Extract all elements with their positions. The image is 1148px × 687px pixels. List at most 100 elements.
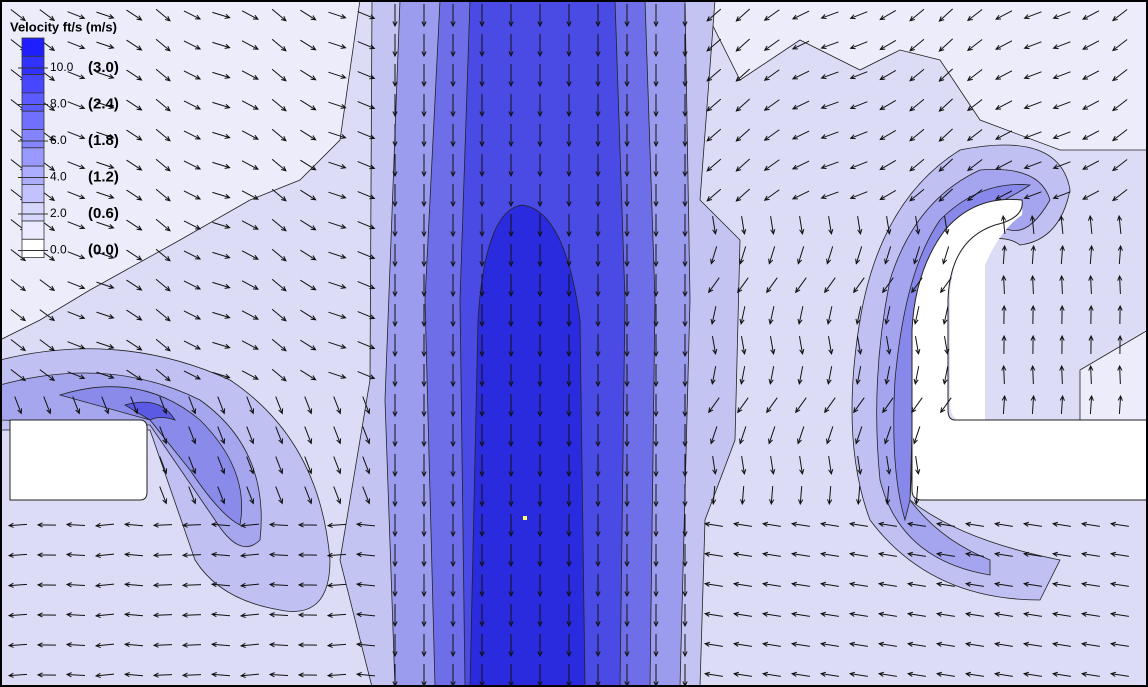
vector-arrow	[820, 161, 839, 170]
vector-arrow	[1023, 191, 1042, 200]
vector-arrow	[36, 642, 57, 648]
vector-arrow	[126, 9, 143, 21]
vector-arrow	[326, 582, 347, 588]
vector-arrow	[392, 4, 398, 28]
vector-arrow	[710, 306, 717, 325]
vector-arrow	[183, 70, 202, 80]
vector-arrow	[761, 521, 781, 527]
vector-arrow	[239, 582, 260, 589]
vector-arrow	[935, 611, 955, 617]
vector-arrow	[537, 394, 543, 418]
vector-arrow	[855, 246, 863, 265]
vector-arrow	[36, 612, 57, 618]
vector-arrow	[595, 124, 601, 148]
vector-arrow	[212, 221, 231, 229]
vector-arrow	[1080, 641, 1100, 647]
vector-arrow	[183, 130, 202, 140]
vector-arrow	[183, 280, 202, 290]
vector-arrow	[624, 604, 630, 628]
vector-arrow	[357, 101, 376, 110]
vector-arrow	[935, 671, 955, 677]
vector-arrow	[450, 154, 456, 178]
vector-arrow	[566, 634, 572, 658]
vector-arrow	[826, 366, 833, 385]
vector-arrow	[212, 11, 231, 19]
vector-arrow	[479, 364, 485, 388]
vector-arrow	[188, 486, 197, 505]
vector-arrow	[1052, 11, 1071, 20]
vector-arrow	[1080, 581, 1100, 587]
legend-label: 6.0	[50, 133, 67, 147]
vector-arrow	[155, 278, 171, 292]
vector-arrow	[732, 611, 752, 617]
vector-arrow	[703, 611, 723, 617]
vector-arrow	[357, 191, 376, 200]
vector-arrow	[624, 214, 630, 238]
vector-arrow	[300, 279, 317, 291]
legend-metric: (2.4)	[88, 95, 119, 112]
vector-arrow	[995, 10, 1013, 20]
vector-arrow	[271, 68, 287, 82]
vector-arrow	[820, 41, 839, 50]
vector-arrow	[763, 159, 780, 171]
vector-arrow	[450, 274, 456, 298]
vector-arrow	[479, 4, 485, 28]
vector-arrow	[735, 158, 751, 172]
vector-arrow	[877, 551, 897, 557]
vector-arrow	[797, 246, 805, 265]
vector-arrow	[1087, 214, 1094, 235]
vector-arrow	[65, 522, 86, 528]
vector-arrow	[1088, 274, 1094, 295]
contour-fill	[58, 386, 243, 526]
vector-arrow	[152, 672, 173, 678]
vector-arrow	[1051, 551, 1071, 557]
vector-arrow	[450, 454, 456, 478]
vector-arrow	[362, 396, 371, 415]
vector-arrow	[508, 514, 514, 538]
vector-arrow	[212, 191, 231, 199]
vector-arrow	[508, 424, 514, 448]
vector-arrow	[268, 642, 289, 648]
vector-arrow	[326, 672, 347, 678]
vector-arrow	[479, 124, 485, 148]
vector-arrow	[798, 485, 804, 506]
vector-arrow	[741, 456, 747, 476]
vector-arrow	[479, 64, 485, 88]
vector-arrow	[7, 522, 28, 528]
vector-arrow	[966, 9, 983, 22]
legend-swatch	[21, 92, 45, 112]
legend-swatch	[21, 202, 45, 222]
vector-arrow	[297, 642, 318, 648]
vector-arrow	[653, 94, 659, 118]
vector-arrow	[1001, 394, 1007, 415]
vector-arrow	[995, 70, 1013, 80]
vector-arrow	[326, 522, 347, 528]
vector-arrow	[155, 368, 171, 382]
vector-arrow	[152, 522, 173, 528]
vector-arrow	[853, 277, 865, 294]
vector-arrow	[275, 456, 284, 475]
vector-arrow	[212, 71, 231, 79]
vector-arrow	[328, 101, 347, 109]
vector-arrow	[421, 544, 427, 568]
vector-arrow	[624, 64, 630, 88]
vector-arrow	[849, 71, 868, 80]
vector-arrow	[271, 338, 287, 352]
vector-arrow	[682, 4, 688, 28]
vector-arrow	[65, 582, 86, 588]
vector-arrow	[421, 394, 427, 418]
vector-arrow	[732, 521, 752, 527]
vector-arrow	[768, 426, 776, 445]
legend-swatch	[21, 238, 45, 259]
vector-arrow	[537, 334, 543, 358]
vector-arrow	[944, 216, 950, 236]
vector-arrow	[732, 671, 752, 677]
vector-arrow	[790, 641, 810, 647]
vector-arrow	[508, 334, 514, 358]
vector-arrow	[159, 396, 168, 415]
vector-arrow	[915, 456, 921, 476]
vector-arrow	[1030, 304, 1036, 325]
vector-arrow	[450, 334, 456, 358]
vector-arrow	[271, 188, 287, 202]
vector-arrow	[763, 9, 780, 21]
